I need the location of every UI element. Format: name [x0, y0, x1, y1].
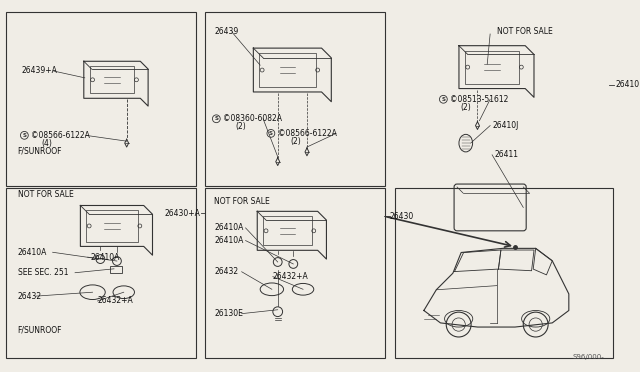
Bar — [395, 188, 613, 358]
Text: 26432: 26432 — [17, 292, 42, 301]
Text: F/SUNROOF: F/SUNROOF — [17, 326, 62, 335]
Bar — [6, 188, 196, 358]
Text: S: S — [214, 116, 218, 121]
Bar — [263, 216, 312, 246]
Text: (2): (2) — [236, 122, 246, 131]
Text: 26439+A: 26439+A — [21, 65, 58, 74]
Text: 26432: 26432 — [214, 267, 239, 276]
Text: 26410J: 26410J — [492, 121, 518, 130]
Text: ©08566-6122A: ©08566-6122A — [31, 131, 90, 140]
Text: ©08513-51612: ©08513-51612 — [450, 95, 509, 104]
Text: NOT FOR SALE: NOT FOR SALE — [497, 26, 553, 36]
Text: 26430: 26430 — [390, 212, 414, 221]
Text: ©08566-6122A: ©08566-6122A — [278, 129, 337, 138]
Text: 26130E: 26130E — [214, 309, 243, 318]
Text: 26410A: 26410A — [91, 253, 120, 262]
Text: S: S — [22, 133, 26, 138]
Text: S96/000-: S96/000- — [572, 355, 604, 360]
Text: S: S — [442, 97, 445, 102]
Text: 26439: 26439 — [214, 26, 239, 36]
Text: 26410A: 26410A — [214, 236, 244, 245]
Text: NOT FOR SALE: NOT FOR SALE — [17, 190, 74, 199]
Bar — [6, 12, 196, 186]
Text: S: S — [269, 131, 273, 136]
Text: F/SUNROOF: F/SUNROOF — [17, 147, 62, 155]
Text: NOT FOR SALE: NOT FOR SALE — [214, 197, 270, 206]
Text: 26432+A: 26432+A — [273, 272, 308, 281]
Bar — [465, 51, 520, 84]
Text: 26430+A: 26430+A — [165, 209, 201, 218]
Bar — [110, 266, 122, 273]
Text: 26410A: 26410A — [17, 248, 47, 257]
Text: 26432+A: 26432+A — [97, 296, 133, 305]
Text: 26410: 26410 — [616, 80, 640, 89]
Bar — [205, 188, 385, 358]
Text: (2): (2) — [460, 103, 470, 112]
Bar — [205, 12, 385, 186]
Text: (4): (4) — [41, 139, 52, 148]
Text: 26410A: 26410A — [214, 224, 244, 232]
Text: ©08360-6082A: ©08360-6082A — [223, 114, 282, 123]
Bar — [90, 66, 134, 93]
Text: (2): (2) — [291, 137, 301, 146]
Bar — [259, 53, 316, 87]
Text: SEE SEC. 251: SEE SEC. 251 — [17, 268, 68, 277]
Bar — [86, 210, 138, 241]
Text: 26411: 26411 — [494, 150, 518, 159]
